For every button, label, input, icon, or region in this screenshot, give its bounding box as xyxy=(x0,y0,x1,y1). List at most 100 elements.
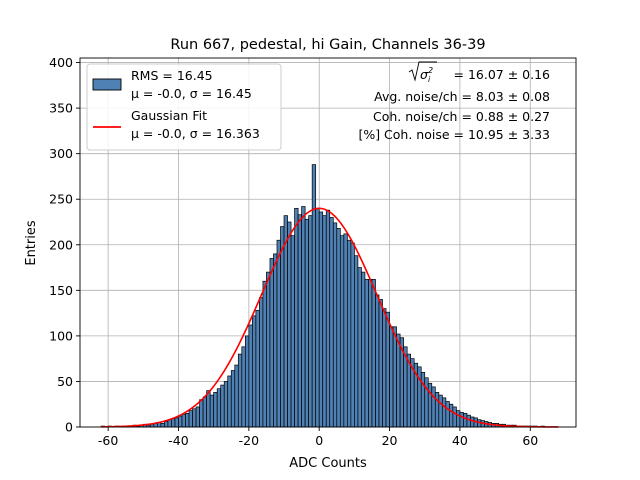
histogram-bar xyxy=(283,215,288,428)
histogram-bar xyxy=(339,235,345,428)
histogram-bar xyxy=(160,423,165,428)
histogram-bar xyxy=(220,384,225,428)
histogram-bar xyxy=(332,222,338,428)
sigma-sqrt-symbol: σ 2 i xyxy=(408,61,437,84)
histogram-bar xyxy=(206,390,211,428)
histogram-bar xyxy=(164,421,169,428)
histogram-bar xyxy=(470,416,475,428)
histogram-bar xyxy=(266,271,271,428)
histogram-bar xyxy=(456,410,461,428)
x-tick-label: 40 xyxy=(452,433,468,448)
histogram-bar xyxy=(350,242,355,428)
y-tick-label: 400 xyxy=(49,55,73,70)
histogram-bar xyxy=(396,333,401,428)
x-tick-label: 60 xyxy=(522,433,538,448)
histogram-bar xyxy=(213,392,218,428)
histogram-bar xyxy=(385,311,390,428)
histogram-bar xyxy=(202,396,207,428)
histogram-bar xyxy=(361,271,366,428)
histogram-bar xyxy=(311,164,317,428)
histogram-bar xyxy=(199,399,204,428)
histogram-bar xyxy=(452,406,457,428)
histogram-bar xyxy=(269,258,274,428)
histogram-bar xyxy=(195,406,200,428)
histogram-bar xyxy=(280,226,285,428)
histogram-bar xyxy=(290,235,295,428)
legend-fit-line2: μ = -0.0, σ = 16.363 xyxy=(131,126,260,141)
y-tick-label: 50 xyxy=(57,374,73,389)
x-tick-label: -40 xyxy=(168,433,188,448)
y-axis-ticks: 0 50 100 150 200 250 300 350 400 xyxy=(49,55,80,435)
histogram-bar xyxy=(308,215,313,428)
histogram-bar xyxy=(230,370,236,428)
x-tick-label: 0 xyxy=(315,433,323,448)
histogram-bar xyxy=(297,214,302,428)
histogram-bar xyxy=(188,410,193,428)
histogram-bar xyxy=(174,417,179,428)
histogram-bar xyxy=(354,255,359,428)
histogram-bar xyxy=(371,279,376,428)
histogram-bar xyxy=(185,412,190,428)
y-tick-label: 200 xyxy=(49,237,73,252)
histogram-bar xyxy=(364,279,369,428)
histogram-bar xyxy=(463,412,468,428)
histogram-bar xyxy=(325,209,331,428)
x-axis-label: ADC Counts xyxy=(289,456,367,471)
histogram-bar xyxy=(171,418,176,428)
avg-noise-annotation: Avg. noise/ch = 8.03 ± 0.08 xyxy=(374,89,550,104)
histogram-bar xyxy=(368,279,373,428)
sigma-value: = 16.07 ± 0.16 xyxy=(454,67,551,82)
chart-title: Run 667, pedestal, hi Gain, Channels 36-… xyxy=(170,37,485,53)
histogram-bar xyxy=(459,412,464,428)
histogram-bar xyxy=(329,217,334,428)
coh-noise-annotation: Coh. noise/ch = 0.88 ± 0.27 xyxy=(373,109,550,124)
histogram-bar xyxy=(357,267,362,428)
histogram-bar xyxy=(343,233,348,428)
legend-histogram-line2: μ = -0.0, σ = 16.45 xyxy=(131,86,252,101)
histogram-bar xyxy=(375,294,380,428)
histogram-bar xyxy=(378,299,383,428)
svg-text:2: 2 xyxy=(428,66,433,75)
y-tick-label: 150 xyxy=(49,283,73,298)
histogram-bar xyxy=(382,308,387,428)
histogram-bar xyxy=(449,403,454,428)
y-axis-label: Entries xyxy=(24,220,39,266)
histogram-bar xyxy=(304,218,310,428)
histogram-bar xyxy=(420,371,426,428)
y-tick-label: 0 xyxy=(65,420,73,435)
histogram-bar xyxy=(259,297,264,428)
x-axis-ticks: -60 -40 -20 0 20 40 60 xyxy=(98,427,538,448)
histogram-bar xyxy=(445,401,450,428)
histogram-bar xyxy=(227,375,232,428)
histogram-bar xyxy=(318,211,324,428)
legend-box xyxy=(86,63,282,151)
histogram-bar xyxy=(389,326,394,428)
noise-annotations: σ 2 i = 16.07 ± 0.16 Avg. noise/ch = 8.0… xyxy=(358,61,551,142)
histogram-bar xyxy=(438,394,443,428)
histogram-bar xyxy=(427,382,433,428)
histogram-bar xyxy=(223,381,229,428)
y-tick-label: 350 xyxy=(49,101,73,116)
histogram-bar xyxy=(431,386,436,428)
histogram-bar xyxy=(248,324,253,428)
coh-percent-annotation: [%] Coh. noise = 10.95 ± 3.33 xyxy=(358,127,550,142)
histogram-bar xyxy=(241,346,246,428)
legend-histogram-swatch xyxy=(92,78,122,91)
histogram-bar xyxy=(276,239,281,428)
histogram-bar xyxy=(237,353,243,428)
gaussian-fit-curve xyxy=(101,207,559,428)
histogram-bar xyxy=(346,239,352,428)
legend-fit-line1: Gaussian Fit xyxy=(131,108,207,123)
histogram-bar xyxy=(252,315,257,428)
histogram-bar xyxy=(287,221,292,428)
legend: RMS = 16.45 μ = -0.0, σ = 16.45 Gaussian… xyxy=(86,63,282,151)
histogram-bar xyxy=(322,215,327,428)
histogram-bar xyxy=(234,364,239,428)
histogram-bar xyxy=(301,206,306,428)
y-tick-label: 250 xyxy=(49,192,73,207)
x-tick-label: -20 xyxy=(239,433,259,448)
plot-frame xyxy=(79,57,577,428)
histogram-bar xyxy=(167,419,172,428)
x-tick-label: 20 xyxy=(382,433,398,448)
